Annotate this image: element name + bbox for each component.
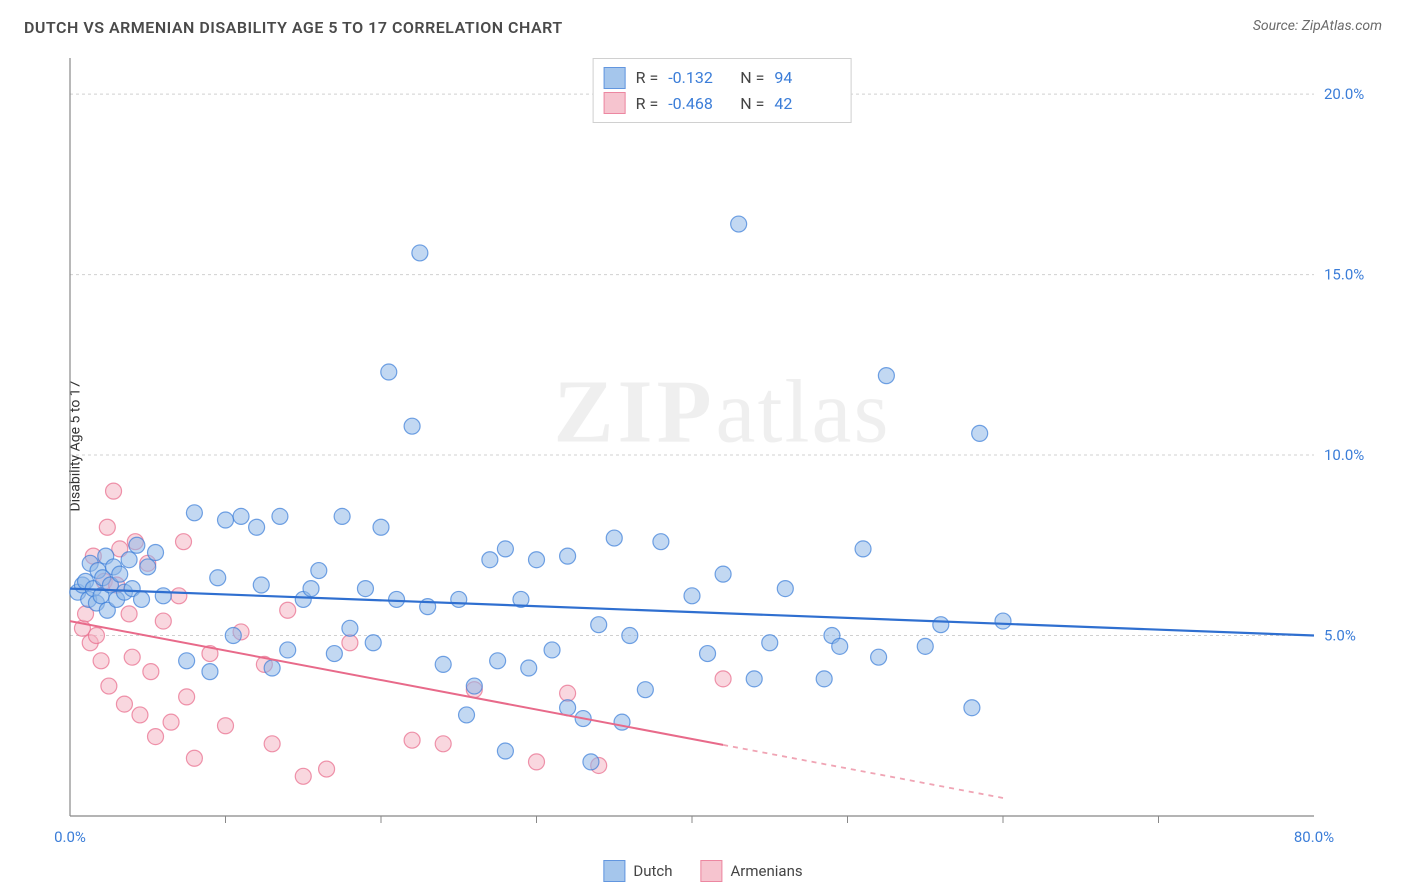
- n-label: N =: [740, 65, 764, 91]
- svg-text:80.0%: 80.0%: [1294, 828, 1334, 846]
- r-label: R =: [636, 91, 659, 117]
- svg-text:10.0%: 10.0%: [1324, 446, 1364, 464]
- svg-text:20.0%: 20.0%: [1324, 85, 1364, 103]
- n-value-armenian: 42: [774, 91, 836, 117]
- legend: Dutch Armenians: [603, 860, 802, 882]
- r-label: R =: [636, 65, 659, 91]
- svg-text:0.0%: 0.0%: [54, 828, 86, 846]
- svg-text:15.0%: 15.0%: [1324, 266, 1364, 284]
- swatch-pink-icon: [701, 860, 723, 882]
- n-value-dutch: 94: [774, 65, 836, 91]
- r-value-dutch: -0.132: [668, 65, 730, 91]
- svg-text:5.0%: 5.0%: [1324, 627, 1356, 645]
- legend-label: Dutch: [633, 862, 672, 880]
- swatch-blue-icon: [603, 860, 625, 882]
- swatch-blue-icon: [604, 67, 626, 89]
- legend-item-dutch: Dutch: [603, 860, 672, 882]
- legend-label: Armenians: [731, 862, 803, 880]
- chart-title: DUTCH VS ARMENIAN DISABILITY AGE 5 TO 17…: [24, 18, 563, 37]
- source-attribution: Source: ZipAtlas.com: [1253, 18, 1382, 34]
- swatch-pink-icon: [604, 92, 626, 114]
- chart-area: ZIPatlas 5.0%10.0%15.0%20.0%0.0%80.0% R …: [50, 52, 1394, 852]
- scatter-chart: 5.0% 10.0% 15.0% 20.0% 0.0% 80.0%: [50, 52, 1394, 852]
- n-label: N =: [740, 91, 764, 117]
- stats-row-dutch: R = -0.132 N = 94: [604, 65, 837, 91]
- r-value-armenian: -0.468: [668, 91, 730, 117]
- legend-item-armenian: Armenians: [701, 860, 803, 882]
- stats-row-armenian: R = -0.468 N = 42: [604, 91, 837, 117]
- correlation-stats-box: R = -0.132 N = 94 R = -0.468 N = 42: [593, 58, 852, 123]
